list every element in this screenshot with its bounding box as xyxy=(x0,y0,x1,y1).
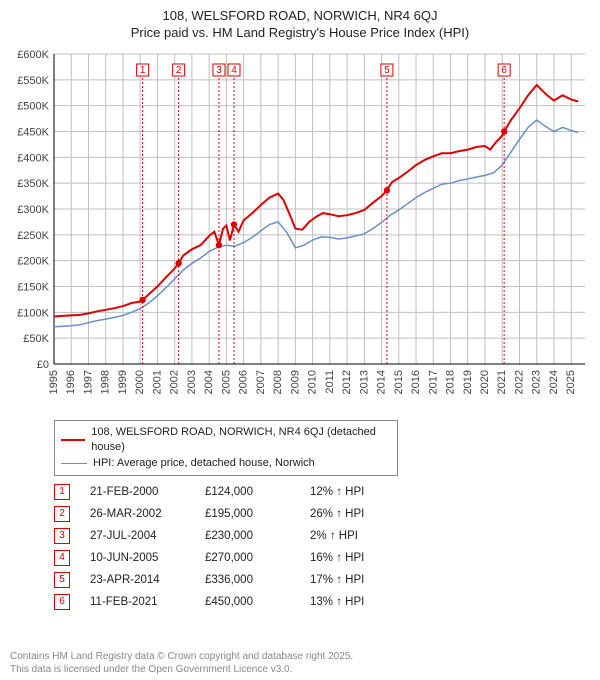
y-tick-label: £250K xyxy=(17,230,49,242)
sale-date: 10-JUN-2005 xyxy=(90,552,185,564)
table-row: 4 10-JUN-2005 £270,000 16% ↑ HPI xyxy=(54,550,590,566)
sale-marker-4: 4 xyxy=(231,65,237,76)
sale-delta: 16% ↑ HPI xyxy=(310,552,405,564)
y-tick-label: £400K xyxy=(17,152,49,164)
sale-marker-cell: 1 xyxy=(54,484,70,500)
x-tick-label: 2002 xyxy=(169,370,181,394)
y-tick-label: £450K xyxy=(17,126,49,138)
sale-delta: 13% ↑ HPI xyxy=(310,596,405,608)
sale-marker-6: 6 xyxy=(501,65,507,76)
sale-marker-1: 1 xyxy=(140,65,146,76)
sale-marker-cell: 2 xyxy=(54,506,70,522)
sale-marker-cell: 3 xyxy=(54,528,70,544)
x-tick-label: 2001 xyxy=(151,370,163,394)
table-row: 1 21-FEB-2000 £124,000 12% ↑ HPI xyxy=(54,484,590,500)
x-tick-label: 2021 xyxy=(496,370,508,394)
sale-price: £450,000 xyxy=(205,596,290,608)
x-tick-label: 2008 xyxy=(272,370,284,394)
x-tick-label: 2015 xyxy=(393,370,405,394)
sale-date: 11-FEB-2021 xyxy=(90,596,185,608)
x-tick-label: 1995 xyxy=(48,370,60,394)
sale-marker-cell: 5 xyxy=(54,572,70,588)
x-tick-label: 2025 xyxy=(565,370,577,394)
sale-price: £124,000 xyxy=(205,486,290,498)
x-tick-label: 2006 xyxy=(238,370,250,394)
x-tick-label: 1998 xyxy=(100,370,112,394)
y-tick-label: £50K xyxy=(23,333,49,345)
y-tick-label: £600K xyxy=(17,49,49,61)
x-tick-label: 2010 xyxy=(307,370,319,394)
x-tick-label: 1996 xyxy=(65,370,77,394)
table-row: 2 26-MAR-2002 £195,000 26% ↑ HPI xyxy=(54,506,590,522)
sale-date: 26-MAR-2002 xyxy=(90,508,185,520)
sale-marker-3: 3 xyxy=(216,65,222,76)
y-tick-label: £550K xyxy=(17,75,49,87)
x-tick-label: 2024 xyxy=(548,370,560,394)
footer-note: Contains HM Land Registry data © Crown c… xyxy=(10,651,353,676)
sales-table: 1 21-FEB-2000 £124,000 12% ↑ HPI 2 26-MAR-200… xyxy=(54,484,590,610)
sale-price: £230,000 xyxy=(205,530,290,542)
x-tick-label: 2007 xyxy=(255,370,267,394)
sale-date: 27-JUL-2004 xyxy=(90,530,185,542)
x-tick-label: 2023 xyxy=(531,370,543,394)
footer-line2: This data is licensed under the Open Gov… xyxy=(10,664,353,677)
x-tick-label: 2011 xyxy=(324,370,336,394)
legend-label: 108, WELSFORD ROAD, NORWICH, NR4 6QJ (de… xyxy=(91,425,391,456)
x-tick-label: 2014 xyxy=(376,370,388,394)
sale-marker-5: 5 xyxy=(384,65,390,76)
table-row: 5 23-APR-2014 £336,000 17% ↑ HPI xyxy=(54,572,590,588)
legend-swatch xyxy=(61,439,85,441)
y-tick-label: £100K xyxy=(17,307,49,319)
legend-swatch xyxy=(61,463,87,464)
sale-delta: 17% ↑ HPI xyxy=(310,574,405,586)
y-tick-label: £350K xyxy=(17,178,49,190)
y-tick-label: £500K xyxy=(17,100,49,112)
x-tick-label: 2017 xyxy=(427,370,439,394)
x-tick-label: 2000 xyxy=(134,370,146,394)
y-tick-label: £150K xyxy=(17,281,49,293)
legend-label: HPI: Average price, detached house, Norw… xyxy=(93,456,315,471)
x-tick-label: 2004 xyxy=(203,370,215,394)
sale-date: 23-APR-2014 xyxy=(90,574,185,586)
x-tick-label: 2022 xyxy=(513,370,525,394)
x-tick-label: 2020 xyxy=(479,370,491,394)
series-hpi xyxy=(54,120,578,327)
sale-delta: 26% ↑ HPI xyxy=(310,508,405,520)
chart-area: £0 £50K £100K £150K £200K £250K £300K £350K £400… xyxy=(10,44,590,414)
x-tick-label: 2019 xyxy=(462,370,474,394)
sale-marker-cell: 4 xyxy=(54,550,70,566)
legend-row: HPI: Average price, detached house, Norw… xyxy=(61,456,391,471)
x-tick-label: 1999 xyxy=(117,370,129,394)
legend: 108, WELSFORD ROAD, NORWICH, NR4 6QJ (de… xyxy=(54,420,398,476)
table-row: 3 27-JUL-2004 £230,000 2% ↑ HPI xyxy=(54,528,590,544)
table-row: 6 11-FEB-2021 £450,000 13% ↑ HPI xyxy=(54,594,590,610)
line-chart: £0 £50K £100K £150K £200K £250K £300K £350K £400… xyxy=(10,44,590,414)
legend-row: 108, WELSFORD ROAD, NORWICH, NR4 6QJ (de… xyxy=(61,425,391,456)
y-tick-label: £200K xyxy=(17,255,49,267)
series-property xyxy=(54,85,578,317)
x-tick-label: 2005 xyxy=(220,370,232,394)
x-tick-label: 2016 xyxy=(410,370,422,394)
sale-delta: 12% ↑ HPI xyxy=(310,486,405,498)
sale-price: £336,000 xyxy=(205,574,290,586)
x-tick-label: 2012 xyxy=(341,370,353,394)
sale-price: £270,000 xyxy=(205,552,290,564)
y-tick-label: £0 xyxy=(37,359,49,371)
title-line2: Price paid vs. HM Land Registry's House … xyxy=(10,25,590,42)
x-tick-label: 2009 xyxy=(289,370,301,394)
sale-marker-cell: 6 xyxy=(54,594,70,610)
x-tick-label: 2003 xyxy=(186,370,198,394)
y-tick-label: £300K xyxy=(17,204,49,216)
sale-date: 21-FEB-2000 xyxy=(90,486,185,498)
sale-price: £195,000 xyxy=(205,508,290,520)
sale-delta: 2% ↑ HPI xyxy=(310,530,405,542)
x-tick-label: 2018 xyxy=(445,370,457,394)
chart-title: 108, WELSFORD ROAD, NORWICH, NR4 6QJ Pri… xyxy=(10,8,590,42)
x-tick-label: 2013 xyxy=(358,370,370,394)
x-tick-label: 1997 xyxy=(82,370,94,394)
title-line1: 108, WELSFORD ROAD, NORWICH, NR4 6QJ xyxy=(163,8,438,23)
sale-marker-2: 2 xyxy=(176,65,182,76)
footer-line1: Contains HM Land Registry data © Crown c… xyxy=(10,651,353,664)
